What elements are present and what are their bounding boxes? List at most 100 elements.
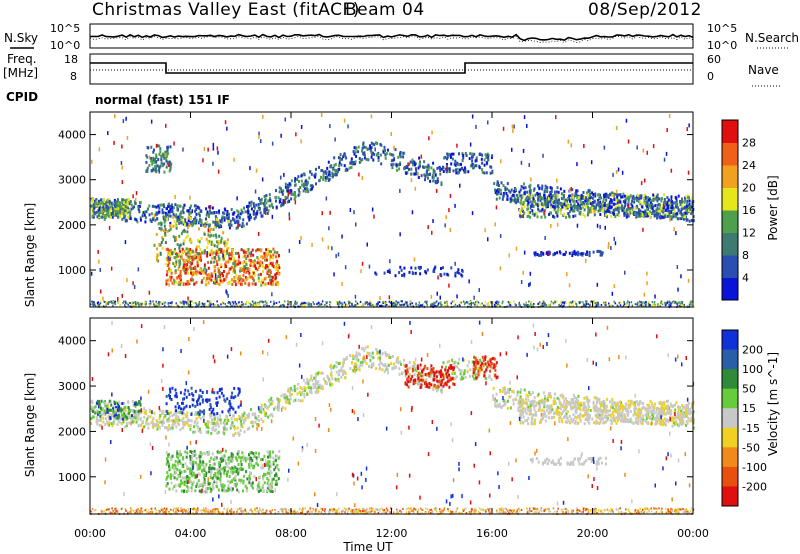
data-cell xyxy=(623,213,626,217)
data-cell xyxy=(248,201,251,205)
data-cell xyxy=(674,214,677,218)
data-cell xyxy=(177,266,180,271)
data-cell xyxy=(582,252,585,256)
data-cell xyxy=(158,206,161,210)
n-search-label: N.Search xyxy=(745,31,799,45)
data-cell xyxy=(355,300,357,303)
data-cell xyxy=(499,234,502,238)
data-cell xyxy=(569,187,571,192)
data-cell xyxy=(457,171,459,174)
data-cell xyxy=(195,511,197,514)
data-cell xyxy=(518,208,521,212)
data-cell xyxy=(587,211,590,215)
data-cell xyxy=(216,221,219,225)
data-cell xyxy=(275,189,277,193)
data-cell xyxy=(164,509,167,512)
data-cell xyxy=(569,194,572,198)
data-cell xyxy=(608,204,611,208)
plot-title: Christmas Valley East (fitACF) xyxy=(92,0,360,20)
data-cell xyxy=(433,270,436,273)
data-cell xyxy=(160,507,163,510)
data-cell xyxy=(97,301,99,304)
data-cell xyxy=(155,143,158,148)
data-cell xyxy=(663,157,666,162)
data-cell xyxy=(538,512,540,515)
data-cell xyxy=(413,172,416,176)
data-cell xyxy=(169,227,172,231)
data-cell xyxy=(108,211,111,215)
data-cell xyxy=(243,270,246,274)
data-cell xyxy=(478,512,481,515)
data-cell xyxy=(226,508,229,511)
data-cell xyxy=(518,304,521,307)
data-cell xyxy=(556,200,559,204)
data-cell xyxy=(414,167,417,171)
data-cell xyxy=(436,305,438,308)
data-cell xyxy=(184,282,187,286)
data-cell xyxy=(355,508,357,511)
data-cell xyxy=(690,205,693,209)
data-cell xyxy=(520,199,522,203)
data-cell xyxy=(132,206,134,210)
data-cell xyxy=(104,214,107,218)
data-cell xyxy=(152,218,154,222)
data-cell xyxy=(241,301,243,304)
data-cell xyxy=(593,300,595,303)
data-cell xyxy=(200,223,202,227)
data-cell xyxy=(591,207,594,210)
data-cell xyxy=(670,215,673,219)
data-cell xyxy=(275,272,278,275)
data-cell xyxy=(126,302,128,305)
data-cell xyxy=(497,303,499,306)
data-cell xyxy=(299,186,302,189)
data-cell xyxy=(207,260,210,264)
data-cell xyxy=(168,160,171,164)
data-cell xyxy=(120,508,123,510)
data-cell xyxy=(577,202,580,206)
data-cell xyxy=(162,238,164,242)
data-cell xyxy=(369,303,371,306)
data-cell xyxy=(304,189,307,193)
data-cell xyxy=(151,158,154,162)
data-cell xyxy=(502,192,505,195)
data-cell xyxy=(334,162,337,166)
data-cell xyxy=(184,219,186,223)
data-cell xyxy=(421,304,424,307)
data-cell xyxy=(349,208,352,212)
data-cell xyxy=(498,196,501,200)
data-cell xyxy=(612,208,615,212)
data-cell xyxy=(415,169,418,173)
data-cell xyxy=(256,510,258,513)
data-cell xyxy=(270,279,273,283)
data-cell xyxy=(110,300,112,303)
data-cell xyxy=(572,200,575,203)
data-cell xyxy=(217,220,220,224)
data-cell xyxy=(666,196,669,200)
data-cell xyxy=(173,219,176,223)
data-cell xyxy=(352,150,355,153)
data-cell xyxy=(591,191,594,195)
data-cell xyxy=(432,219,434,223)
data-cell xyxy=(238,279,241,283)
data-cell xyxy=(252,202,255,206)
data-cell xyxy=(237,301,240,304)
data-cell xyxy=(563,202,566,206)
data-cell xyxy=(496,300,498,303)
data-cell xyxy=(481,170,484,174)
data-cell xyxy=(647,301,650,303)
data-cell xyxy=(563,300,565,303)
data-cell xyxy=(590,209,592,214)
data-cell xyxy=(500,192,503,196)
data-cell xyxy=(248,274,251,279)
data-cell xyxy=(568,215,571,219)
data-cell xyxy=(174,236,177,240)
data-cell xyxy=(379,142,382,146)
data-cell xyxy=(207,225,210,229)
data-cell xyxy=(256,210,259,214)
data-cell xyxy=(255,203,258,207)
data-cell xyxy=(176,243,179,246)
data-cell xyxy=(471,152,474,156)
data-cell xyxy=(101,510,103,513)
data-cell xyxy=(471,155,474,159)
